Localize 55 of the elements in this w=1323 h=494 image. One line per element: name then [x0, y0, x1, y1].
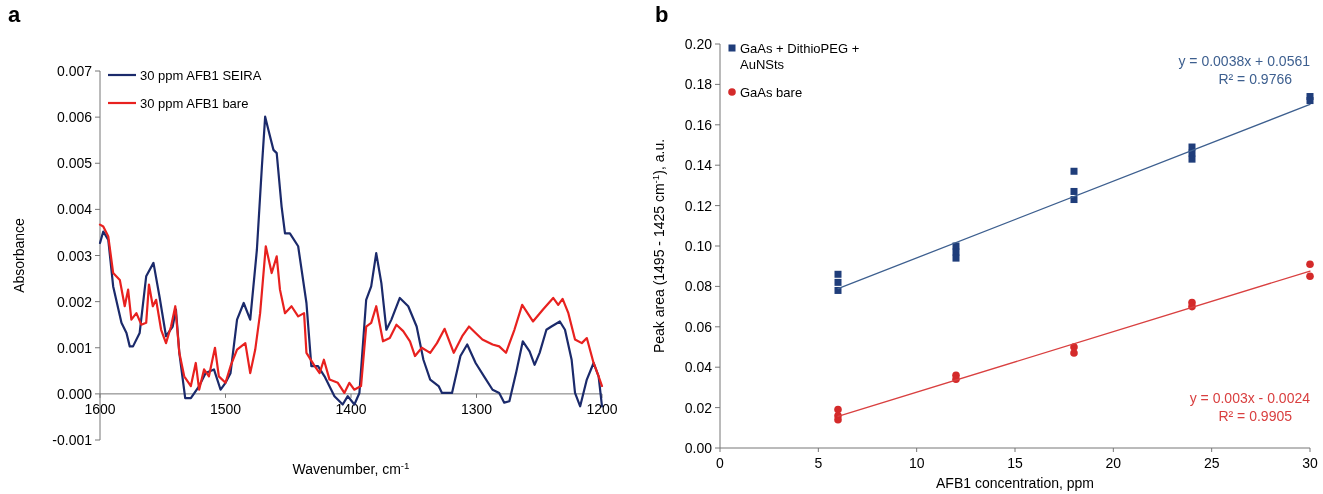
point — [1070, 349, 1078, 357]
point — [1306, 260, 1314, 268]
legend-label: GaAs bare — [740, 84, 803, 100]
y-tick-label: 0.04 — [684, 359, 713, 376]
x-tick-label: 0 — [716, 455, 725, 471]
point — [952, 254, 960, 262]
y-tick-label: 0.20 — [684, 36, 713, 52]
y-tick-label: 0.006 — [56, 109, 93, 126]
point — [1188, 155, 1196, 163]
y-tick-label: 0.000 — [56, 385, 93, 402]
point — [1070, 167, 1078, 175]
point — [834, 405, 842, 414]
y-tick-label: 0.005 — [56, 155, 93, 172]
annotation: y = 0.003x - 0.0024 R² = 0.9905 — [1189, 390, 1311, 425]
chart-title: b — [655, 2, 669, 27]
y-tick-label: 0.001 — [56, 339, 93, 356]
y-axis-title: Absorbance — [11, 217, 27, 293]
y-tick-label: 0.007 — [56, 63, 93, 79]
x-tick-label: 10 — [908, 455, 925, 471]
point — [834, 278, 842, 286]
point — [834, 270, 842, 278]
legend-label: 30 ppm AFB1 SEIRA — [140, 67, 262, 83]
chart-title: a — [8, 2, 21, 27]
y-tick-label: 0.02 — [684, 399, 713, 416]
point — [1306, 272, 1314, 281]
y-tick-label: 0.003 — [56, 247, 93, 264]
y-tick-label: 0.00 — [684, 440, 713, 456]
y-tick-label: 0.002 — [56, 293, 93, 310]
y-tick-label: 0.08 — [684, 278, 713, 295]
x-tick-label: 1600 — [84, 400, 116, 417]
y-tick-label: 0.18 — [684, 76, 713, 93]
line-series — [98, 223, 604, 395]
x-tick-label: 1300 — [460, 400, 493, 417]
x-tick-label: 15 — [1007, 455, 1023, 471]
annotation: y = 0.0038x + 0.0561 R² = 0.9766 — [1178, 53, 1311, 88]
point — [1306, 97, 1314, 105]
y-tick-label: 0.14 — [684, 157, 713, 174]
x-axis-title: AFB1 concentration, ppm — [936, 475, 1094, 491]
x-tick-label: 5 — [814, 455, 823, 471]
point — [1070, 187, 1078, 195]
x-axis-title: Wavenumber, cm$^{-1}$ — [292, 459, 410, 477]
y-tick-label: 0.06 — [684, 318, 713, 335]
x-tick-label: 20 — [1105, 455, 1122, 471]
y-tick-label: 0.16 — [684, 116, 713, 133]
x-tick-label: 1200 — [586, 400, 618, 417]
x-tick-label: 30 — [1302, 455, 1318, 471]
legend-label: GaAs + DithioPEG + AuNSts — [740, 40, 860, 72]
y-tick-label: 0.12 — [684, 197, 713, 214]
y-tick-label: 0.10 — [684, 238, 713, 254]
x-tick-label: 1500 — [209, 400, 242, 417]
y-tick-label: 0.004 — [56, 201, 93, 218]
x-tick-label: 25 — [1203, 455, 1220, 471]
x-tick-label: 1400 — [335, 400, 367, 417]
y-tick-label: -0.001 — [52, 432, 93, 448]
legend-label: 30 ppm AFB1 bare — [140, 95, 249, 111]
